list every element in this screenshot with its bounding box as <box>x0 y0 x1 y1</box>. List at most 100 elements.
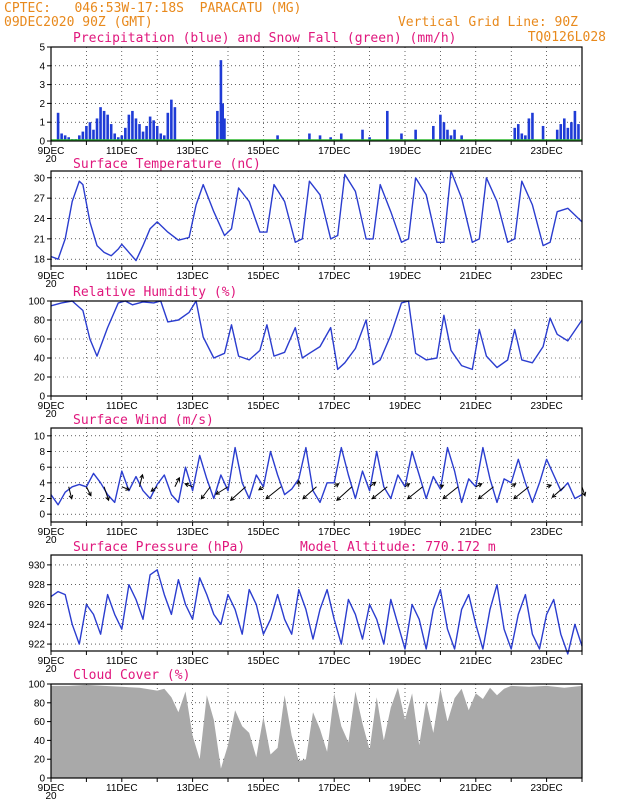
rh-year-stub: 20 <box>45 409 57 420</box>
precip-bar <box>223 118 226 141</box>
precip-bar <box>152 120 155 141</box>
wind-arrow-head <box>296 479 302 485</box>
precip-bar <box>141 131 145 141</box>
precip-bar <box>520 133 524 141</box>
wind-arrow-head <box>551 493 557 498</box>
wind-arrow <box>215 486 229 495</box>
precip-bar <box>56 112 60 141</box>
wind-arrow <box>174 477 180 487</box>
pressure-xtick-label: 11DEC <box>106 656 138 667</box>
wind-arrow-head <box>477 483 483 488</box>
precip-ytick-label: 3 <box>39 80 45 91</box>
precip-bar <box>120 135 124 141</box>
precip-frame <box>50 46 583 142</box>
wind-arrow-head <box>87 491 92 497</box>
wind-ytick-label: 2 <box>39 494 45 505</box>
wind-arrow <box>139 474 143 487</box>
precip-bar <box>308 133 311 141</box>
wind-arrow <box>150 486 158 492</box>
pressure-xtick-label: 15DEC <box>247 656 279 667</box>
wind-year-stub: 20 <box>45 535 57 546</box>
wind-arrow <box>121 486 130 491</box>
precip-bar <box>106 114 109 141</box>
precip-bar <box>173 107 177 141</box>
wind-ytick-label: 0 <box>39 510 45 521</box>
precip-bar <box>460 135 463 141</box>
wind-arrow <box>184 483 193 488</box>
cloud-xtick-label: 11DEC <box>106 783 138 794</box>
precip-bar <box>60 133 63 141</box>
temp-year-stub: 20 <box>45 279 57 290</box>
precip-bar <box>67 137 70 141</box>
rh-ytick-label: 20 <box>34 373 46 384</box>
precip-bar <box>442 122 446 141</box>
pressure-title: Surface Pressure (hPa) <box>73 540 245 555</box>
wind-xtick-label: 11DEC <box>106 527 138 538</box>
wind-arrow-head <box>442 494 448 500</box>
temp-ytick-label: 24 <box>34 214 46 225</box>
precip-panel: Precipitation (blue) and Snow Fall (gree… <box>38 31 583 165</box>
wind-arrow-head <box>125 486 131 491</box>
wind-arrow <box>200 486 211 500</box>
precip-bar <box>216 110 219 141</box>
wind-arrow <box>336 486 353 501</box>
wind-arrow-head <box>200 494 206 500</box>
precip-bar <box>148 116 152 141</box>
precip-bar <box>329 137 332 141</box>
rh-xtick-label: 11DEC <box>106 401 138 412</box>
precip-xtick-label: 21DEC <box>460 146 492 157</box>
temp-title: Surface Temperature (nC) <box>73 157 261 172</box>
cloud-xtick-label: 19DEC <box>389 783 421 794</box>
rh-xtick-label: 15DEC <box>247 401 279 412</box>
panels: Precipitation (blue) and Snow Fall (gree… <box>28 31 587 800</box>
wind-arrow-head <box>581 491 587 497</box>
precip-bar <box>400 133 403 141</box>
pressure-ytick-label: 928 <box>28 580 45 591</box>
rh-ytick-label: 80 <box>34 316 46 327</box>
precip-xtick-label: 15DEC <box>247 146 279 157</box>
pressure-panel: Surface Pressure (hPa) Model Altitude: 77… <box>28 540 583 675</box>
rh-ytick-label: 0 <box>39 392 45 403</box>
temp-xtick-label: 9DEC <box>38 271 65 282</box>
model-code: TQ0126L028 <box>528 30 606 45</box>
wind-arrow <box>442 486 459 500</box>
precip-bar <box>78 135 81 141</box>
cloud-ytick-label: 0 <box>39 774 45 785</box>
precip-bar <box>92 129 95 141</box>
precip-bar <box>134 118 138 141</box>
wind-arrow <box>230 486 247 501</box>
wind-ytick-label: 6 <box>39 463 45 474</box>
wind-arrow-head <box>477 494 483 500</box>
pressure-xtick-label: 23DEC <box>530 656 562 667</box>
precip-bar <box>166 112 170 141</box>
precip-bar <box>446 129 449 141</box>
cloud-xtick-label: 15DEC <box>247 783 279 794</box>
wind-arrow-head <box>184 482 190 488</box>
precip-bar <box>453 129 456 141</box>
precip-bar <box>432 125 435 141</box>
precip-xtick-label: 19DEC <box>389 146 421 157</box>
rh-xtick-label: 23DEC <box>530 401 562 412</box>
wind-frame <box>50 427 583 523</box>
precip-bar <box>131 110 134 141</box>
wind-xtick-label: 23DEC <box>530 527 562 538</box>
wind-arrow <box>302 486 317 500</box>
cloud-year-stub: 20 <box>45 791 57 800</box>
temp-xtick-label: 21DEC <box>460 271 492 282</box>
precip-ytick-label: 0 <box>39 137 45 148</box>
precip-bar <box>570 122 573 141</box>
cloud-ytick-label: 80 <box>34 698 46 709</box>
precip-xtick-label: 23DEC <box>530 146 562 157</box>
temp-xtick-label: 11DEC <box>106 271 138 282</box>
wind-arrow <box>513 486 530 500</box>
wind-arrow-head <box>139 473 144 479</box>
precip-bar <box>219 60 223 141</box>
precip-bar <box>109 124 113 141</box>
precip-bar <box>145 125 148 141</box>
wind-arrow-head <box>513 494 518 500</box>
precip-bar <box>221 103 224 141</box>
precip-bar <box>85 125 88 141</box>
pressure-ytick-label: 924 <box>28 620 45 631</box>
